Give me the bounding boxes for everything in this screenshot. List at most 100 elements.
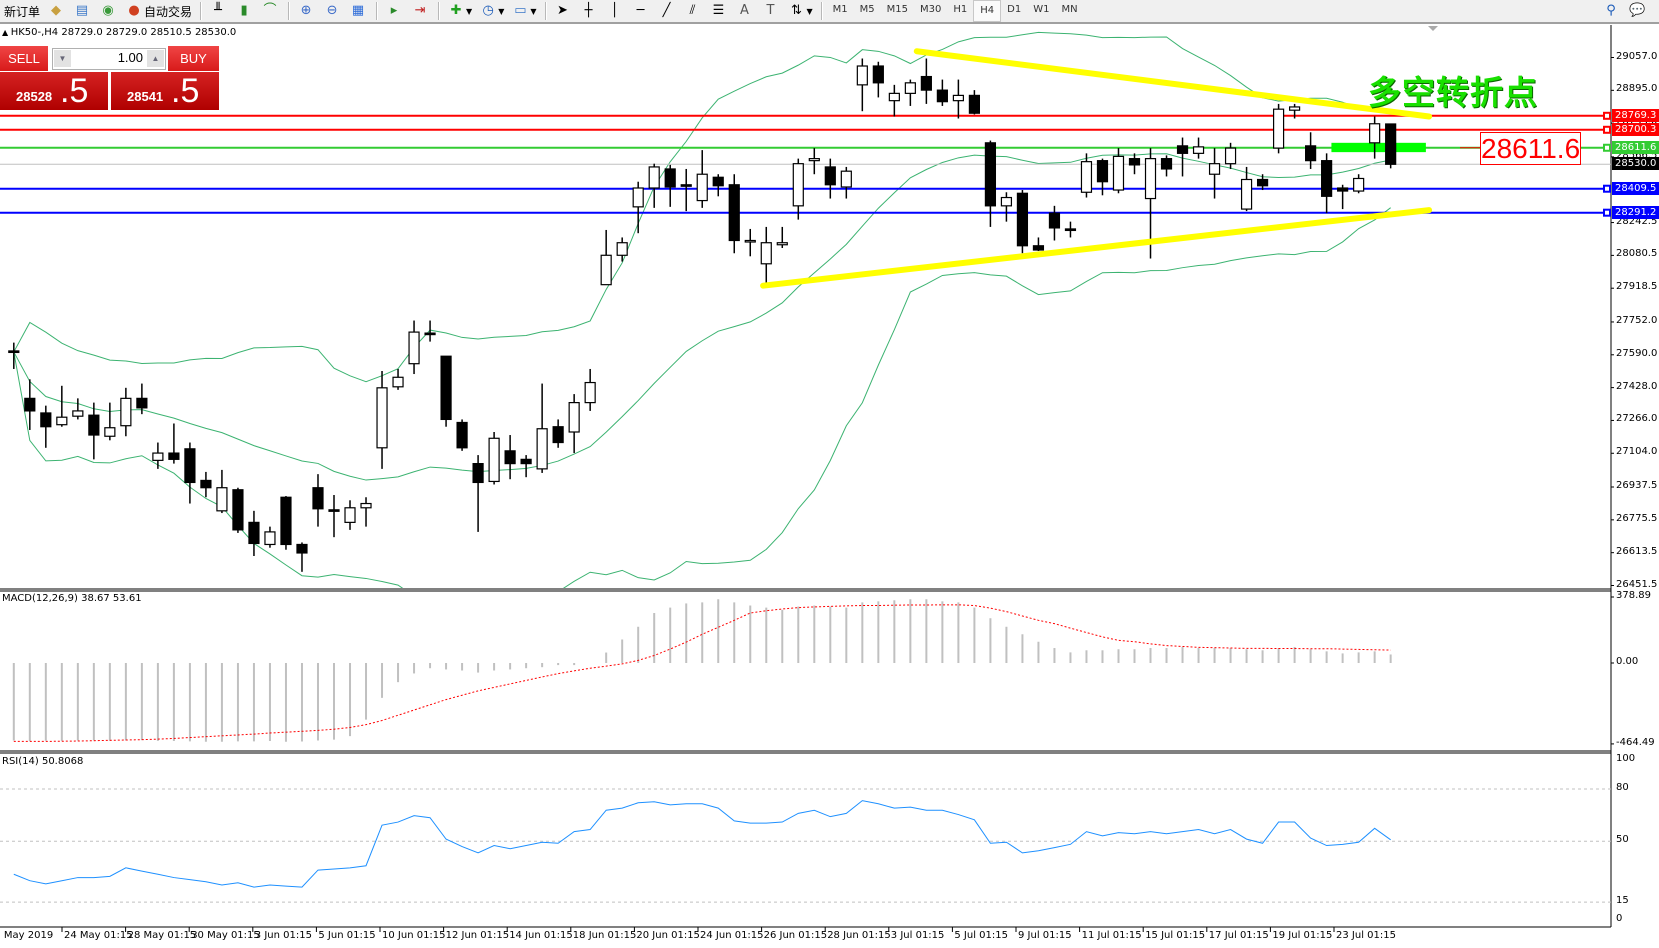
crosshair-button[interactable]: ┼	[577, 1, 603, 21]
sell-button[interactable]: SELL	[0, 46, 48, 72]
timeframe-h4[interactable]: H4	[973, 0, 1002, 22]
time-axis-label: 28 May 01:15	[127, 930, 197, 941]
timeframe-mn[interactable]: MN	[1061, 4, 1078, 15]
timeframe-m5[interactable]: M5	[859, 4, 875, 15]
chart-shift-button[interactable]: ⇥	[408, 1, 434, 21]
time-axis-label: 5 Jun 01:15	[318, 930, 376, 941]
zoom-in-button[interactable]: ⊕	[294, 1, 320, 21]
candle	[1064, 221, 1077, 238]
indicators-button[interactable]: ✚ ▼	[444, 1, 476, 21]
candle-body-bull	[696, 173, 708, 202]
candle	[200, 471, 212, 498]
candle	[1000, 192, 1013, 222]
candle-body-bear	[712, 176, 724, 187]
data-window-button[interactable]: ▤	[70, 1, 96, 21]
timeframe-w1[interactable]: W1	[1033, 4, 1050, 15]
arrows-button[interactable]: ⇅ ▼	[785, 1, 817, 21]
candle-body-bull	[952, 94, 964, 102]
collapse-triangle-icon[interactable]: ▲	[2, 28, 11, 37]
data-window-icon: ▤	[75, 3, 89, 18]
candle	[136, 383, 148, 415]
candle-body-bull	[1240, 178, 1253, 210]
candle-body-bear	[8, 350, 20, 354]
vertical-line-button[interactable]: │	[603, 1, 629, 21]
lot-size-input[interactable]: ▼ 1.00 ▲	[52, 48, 166, 70]
candle	[232, 487, 244, 533]
text-label-button[interactable]: T	[759, 1, 785, 21]
level-handle	[1603, 125, 1611, 134]
zoom-out-button[interactable]: ⊖	[320, 1, 346, 21]
sell-price-box[interactable]: 28528 .5	[0, 72, 108, 110]
candle	[520, 455, 532, 478]
candle-body-bull	[104, 427, 116, 437]
candle	[312, 474, 324, 527]
cursor-button[interactable]: ➤	[551, 1, 577, 21]
new-order-button[interactable]: 新订单	[0, 1, 44, 21]
candle	[648, 163, 660, 208]
templates-button[interactable]: ▭ ▼	[508, 1, 540, 21]
equidistant-channel-button[interactable]: ⫽	[681, 1, 707, 21]
timeframe-m15[interactable]: M15	[886, 4, 909, 15]
candle-body-bear	[968, 94, 981, 114]
candle-body-bull	[1208, 163, 1221, 175]
pivot-annotation-text[interactable]: 多空转折点	[1368, 73, 1538, 112]
candle-body-bear	[1321, 160, 1333, 197]
chat-button[interactable]: 💬	[1625, 1, 1651, 21]
lot-increase-button[interactable]: ▲	[147, 50, 164, 67]
candle	[536, 383, 548, 473]
time-axis-label: 24 Jun 01:15	[700, 930, 764, 941]
candle-body-bear	[232, 489, 244, 531]
text-button[interactable]: A	[733, 1, 759, 21]
bar-chart-button[interactable]: ╨	[206, 1, 232, 21]
candle-body-bear	[472, 463, 484, 484]
candle	[104, 402, 116, 441]
price-level-tag: 28700.3	[1612, 122, 1659, 136]
timeframe-m1[interactable]: M1	[832, 4, 848, 15]
candle-body-bull	[216, 487, 228, 512]
buy-price-fraction: .5	[171, 72, 200, 110]
tile-windows-button[interactable]: ▦	[346, 1, 372, 21]
candle	[168, 423, 180, 464]
candle-body-bull	[264, 531, 276, 546]
timeframe-d1[interactable]: D1	[1007, 4, 1022, 15]
horizontal-line-button[interactable]: ─	[629, 1, 655, 21]
candle	[568, 394, 580, 454]
candle	[1096, 158, 1109, 196]
timeframe-group: M1 M5 M15 M30 H1 H4 D1 W1 MN	[827, 0, 1084, 22]
candle-body-bear	[1176, 145, 1189, 154]
candlestick-button[interactable]: ▮	[232, 1, 258, 21]
line-chart-button[interactable]: ⌒	[258, 1, 284, 21]
candle	[440, 355, 452, 427]
macd-axis-label: -464.49	[1616, 736, 1655, 748]
price-axis-label: 29057.0	[1616, 50, 1658, 62]
trendline-button[interactable]: ╱	[655, 1, 681, 21]
price-level-tag: 28611.6	[1612, 140, 1659, 154]
signals-button[interactable]: ◉	[96, 1, 122, 21]
periods-button[interactable]: ◷ ▼	[476, 1, 508, 21]
candle-body-bull	[1369, 123, 1381, 144]
navigator-button[interactable]: ◆	[44, 1, 70, 21]
price-axis-label: 26451.5	[1616, 578, 1658, 590]
auto-trading-button[interactable]: ● 自动交易	[122, 1, 196, 21]
price-label-box[interactable]: 28611.6	[1480, 132, 1581, 165]
buy-button[interactable]: BUY	[168, 46, 219, 72]
candle	[152, 442, 164, 469]
level-handle	[1603, 208, 1611, 217]
timeframe-h1[interactable]: H1	[953, 4, 968, 15]
fibonacci-button[interactable]: ☰	[707, 1, 733, 21]
candle	[840, 166, 852, 199]
new-order-label: 新订单	[4, 4, 41, 19]
candle-body-bull	[808, 158, 820, 162]
lot-decrease-button[interactable]: ▼	[54, 50, 71, 67]
candle	[744, 228, 756, 257]
candle	[488, 431, 500, 485]
auto-scroll-button[interactable]: ▸	[382, 1, 408, 21]
candle	[1353, 174, 1365, 194]
search-button[interactable]: ⚲	[1599, 1, 1625, 21]
candle	[1321, 153, 1333, 214]
candle	[360, 497, 372, 527]
timeframe-m30[interactable]: M30	[920, 4, 942, 15]
buy-price-box[interactable]: 28541 .5	[111, 72, 219, 110]
candle-body-bull	[600, 254, 612, 286]
